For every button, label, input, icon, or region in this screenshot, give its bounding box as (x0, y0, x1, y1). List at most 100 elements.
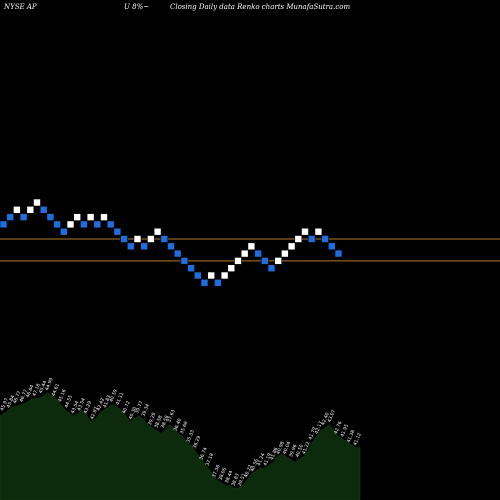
value-label: 40.30 (128, 406, 139, 421)
value-label: 40.56 (250, 458, 261, 473)
value-label: 44.99 (44, 377, 55, 392)
renko-brick-up (220, 271, 229, 280)
renko-brick-down (180, 257, 189, 265)
renko-brick-up (227, 264, 236, 273)
renko-brick-down (127, 242, 135, 251)
value-label: 38.06 (217, 467, 228, 482)
renko-brick-down (334, 249, 343, 258)
renko-brick-up (301, 227, 309, 236)
renko-brick-down (0, 220, 8, 229)
renko-brick-up (26, 206, 35, 214)
value-label: 40.59 (108, 389, 119, 404)
renko-brick-up (147, 235, 155, 243)
renko-brick-down (167, 242, 175, 251)
renko-brick-up (274, 257, 283, 265)
renko-brick-up (247, 242, 256, 251)
renko-brick-down (39, 206, 48, 214)
renko-brick-up (100, 213, 108, 221)
renko-brick-down (194, 271, 202, 280)
value-label: 42.87 (89, 406, 100, 421)
value-label: 36.29 (192, 435, 203, 450)
renko-brick-up (73, 213, 81, 221)
renko-brick-down (19, 213, 28, 221)
renko-brick-up (314, 227, 323, 236)
value-label: 43.29 (83, 400, 94, 415)
ticker-label: NYSE AP (4, 3, 37, 11)
renko-brick-down (53, 220, 61, 229)
value-label: 37.56 (211, 464, 222, 479)
value-label: 35.33 (185, 429, 196, 444)
value-label: 40.50 (294, 444, 305, 459)
chart-description: Closing Daily data Renko charts MunafaSu… (170, 3, 351, 11)
renko-brick-up (153, 227, 162, 236)
value-label: 36.74 (198, 447, 209, 462)
value-label: 44.55 (63, 394, 74, 409)
value-label: 41.11 (115, 391, 126, 406)
renko-brick-down (46, 213, 55, 221)
value-label: 35.69 (179, 420, 190, 435)
value-label: 46.64 (25, 384, 36, 399)
value-label: 46.77 (19, 389, 30, 404)
renko-brick-down (113, 227, 122, 236)
renko-brick-down (6, 213, 14, 221)
value-label: 37.63 (166, 409, 177, 424)
value-label: 41.22 (301, 441, 312, 456)
value-label: 46.77 (12, 390, 23, 405)
renko-brick-down (214, 278, 222, 287)
change-label: U 8%~ (124, 3, 150, 11)
renko-brick-down (160, 235, 169, 243)
value-label: 40.98 (275, 441, 286, 456)
value-label: 41.95 (339, 423, 350, 438)
value-label: 40.72 (121, 400, 132, 415)
renko-brick-down (254, 249, 262, 258)
renko-brick-down (187, 264, 195, 273)
value-label: 39.29 (147, 412, 158, 427)
value-label: 41.38 (346, 429, 357, 444)
value-label: 47.18 (31, 383, 42, 398)
renko-brick-down (307, 235, 316, 243)
renko-bricks (0, 198, 343, 287)
value-label: 38.58 (160, 415, 171, 430)
value-label: 36.40 (173, 418, 184, 433)
value-label: 38.58 (153, 415, 164, 430)
value-label: 41.19 (262, 452, 273, 467)
value-label: 45.16 (57, 389, 68, 404)
renko-brick-up (66, 220, 75, 229)
value-label: 39.96 (288, 444, 299, 459)
renko-brick-down (93, 220, 102, 229)
renko-brick-down (260, 257, 269, 265)
renko-brick-up (294, 235, 303, 243)
renko-brick-up (207, 271, 215, 280)
renko-brick-up (234, 257, 242, 265)
value-label: 45.84 (6, 394, 17, 409)
renko-brick-down (59, 227, 68, 236)
renko-brick-up (287, 242, 296, 251)
value-label: 41.86 (269, 447, 280, 462)
renko-brick-down (267, 264, 276, 273)
renko-brick-up (240, 249, 249, 258)
value-label: 41.12 (352, 432, 363, 447)
renko-brick-up (86, 213, 95, 221)
value-label: 38.44 (224, 470, 235, 485)
renko-brick-down (173, 249, 182, 258)
volume-area-fill (0, 392, 361, 500)
value-label: 42.76 (333, 420, 344, 435)
value-label: 39.34 (140, 403, 151, 418)
value-labels: 45.9745.8446.7746.7746.6447.1845.4444.99… (0, 377, 363, 487)
value-label: 43.54 (76, 397, 87, 412)
value-label: 41.79 (307, 426, 318, 441)
value-label: 38.83 (230, 473, 241, 488)
renko-brick-down (80, 220, 88, 229)
volume-area (0, 392, 361, 500)
value-label: 40.22 (243, 464, 254, 479)
renko-brick-down (321, 235, 329, 243)
value-label: 37.18 (205, 452, 216, 467)
value-label: 42.17 (314, 420, 325, 435)
value-label: 41.83 (102, 394, 113, 409)
renko-brick-up (13, 206, 21, 214)
value-label: 39.77 (134, 400, 145, 415)
value-label: 42.40 (320, 412, 331, 427)
value-label: 43.07 (327, 409, 338, 424)
value-label: 40.04 (282, 441, 293, 456)
